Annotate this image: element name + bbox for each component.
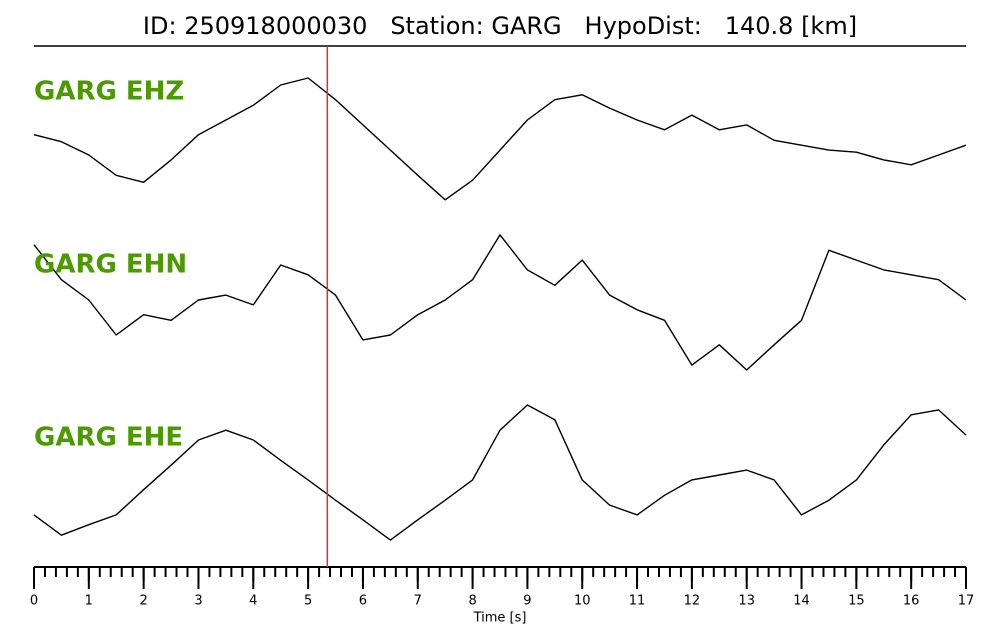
x-tick-label: 9 — [523, 594, 531, 609]
trace-label: GARG EHN — [34, 250, 187, 280]
trace — [33, 404, 967, 541]
x-tick-label: 11 — [629, 594, 646, 609]
x-tick-label: 2 — [140, 594, 148, 609]
x-tick-label: 8 — [468, 594, 476, 609]
x-tick-label: 0 — [30, 594, 38, 609]
x-tick-label: 13 — [738, 594, 755, 609]
x-tick-label: 3 — [194, 594, 202, 609]
x-tick-label: 6 — [359, 594, 367, 609]
x-axis-label: Time [s] — [473, 611, 527, 626]
x-tick-label: 15 — [848, 594, 865, 609]
x-tick-label: 16 — [903, 594, 920, 609]
x-tick-label: 10 — [574, 594, 591, 609]
x-tick-label: 4 — [249, 594, 257, 609]
chart-title: ID: 250918000030 Station: GARG HypoDist:… — [143, 12, 857, 40]
x-tick-label: 7 — [414, 594, 422, 609]
x-tick-label: 17 — [958, 594, 975, 609]
x-tick-label: 14 — [793, 594, 810, 609]
trace — [33, 234, 967, 371]
trace — [33, 77, 967, 201]
trace-label: GARG EHE — [34, 423, 183, 453]
x-tick-label: 12 — [684, 594, 701, 609]
x-tick-label: 1 — [85, 594, 93, 609]
trace-label: GARG EHZ — [34, 77, 184, 107]
x-tick-label: 5 — [304, 594, 312, 609]
